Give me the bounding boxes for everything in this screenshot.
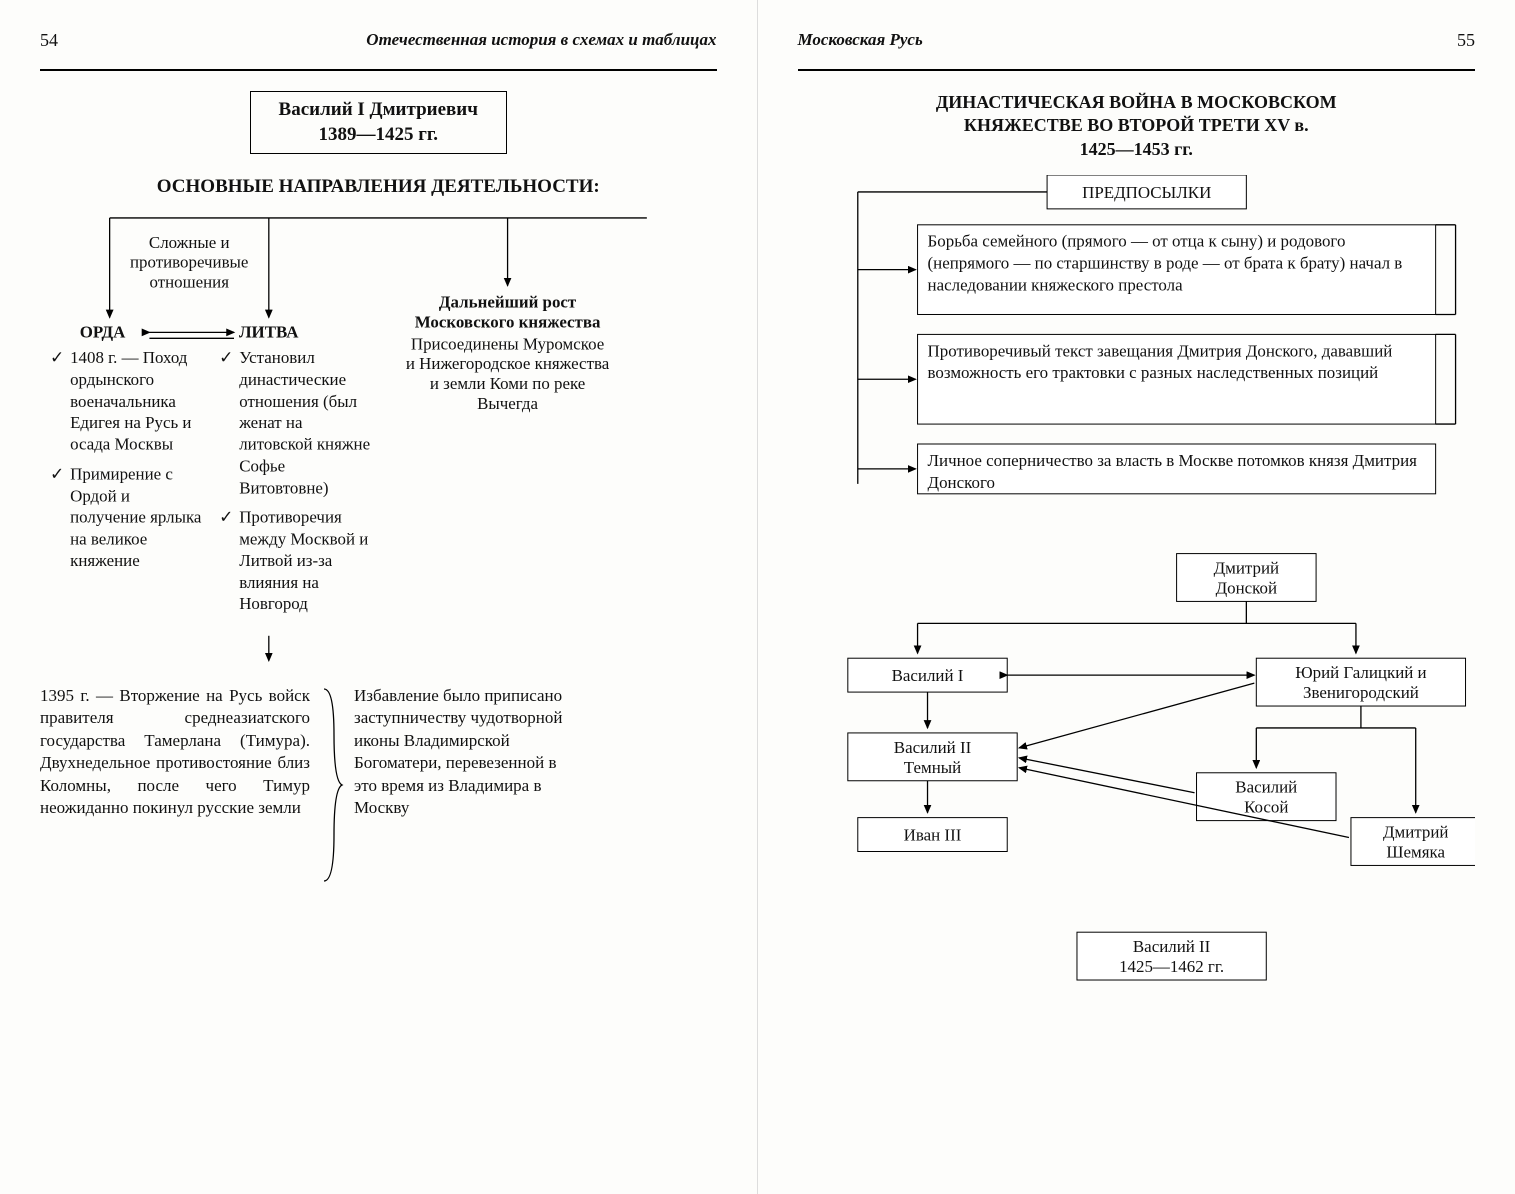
growth-h2: Московского княжества (415, 313, 601, 332)
header-right: Московская Русь 55 (798, 30, 1476, 51)
right-diagram: ПРЕДПОСЫЛКИ Борьба семейного (прямого — … (798, 175, 1476, 1052)
brace-right-text: Избавление было приписано заступничеству… (354, 685, 574, 885)
orda-column: ✓1408 г. — Поход ордынского военачальник… (50, 348, 209, 572)
prereq-item-1: Борьба семейного (прямого — от отца к сы… (927, 231, 1425, 296)
litva-item-1-text: Установил династические отношения (был ж… (239, 348, 378, 499)
relations-text-1: Сложные и (149, 233, 230, 252)
litva-column: ✓Установил династические отношения (был … (219, 348, 378, 616)
node-vk-l2: Косой (1244, 798, 1288, 817)
growth-h1: Дальнейший рост (439, 293, 577, 312)
prereq-item-2: Противоречивый текст завещания Дмитрия Д… (927, 341, 1425, 384)
growth-b2: и Нижегородское княжества (406, 355, 610, 374)
litva-item-2: ✓Противоречия между Москвой и Литвой из-… (219, 507, 378, 615)
check-icon: ✓ (50, 464, 64, 572)
title-line-1: Василий I Дмитриевич (279, 98, 478, 123)
check-icon: ✓ (219, 348, 233, 499)
litva-label: ЛИТВА (239, 323, 299, 342)
node-dm-donskoy-l1: Дмитрий (1213, 559, 1278, 578)
page-left: 54 Отечественная история в схемах и табл… (0, 0, 758, 1194)
right-title: ДИНАСТИЧЕСКАЯ ВОЙНА В МОСКОВСКОМ КНЯЖЕСТ… (798, 91, 1476, 161)
right-title-l3: 1425—1453 гг. (798, 138, 1476, 161)
running-head-left: Отечественная история в схемах и таблица… (366, 30, 716, 51)
growth-b4: Вычегда (477, 394, 538, 413)
node-vk-l1: Василий (1235, 778, 1297, 797)
left-diagram: Сложные и противоречивые отношения ОРДА … (40, 208, 717, 666)
node-yuri-l1: Юрий Галицкий и (1295, 663, 1426, 682)
page-number-right: 55 (1457, 30, 1475, 51)
relations-text-2: противоречивые (130, 253, 248, 272)
brace-icon (320, 685, 344, 885)
relations-text-3: отношения (149, 273, 229, 292)
prereq-item-3: Личное соперничество за власть в Москве … (927, 450, 1425, 493)
node-dm-donskoy-l2: Донской (1215, 579, 1276, 598)
section-heading: ОСНОВНЫЕ НАПРАВЛЕНИЯ ДЕЯТЕЛЬНОСТИ: (40, 176, 717, 198)
title-box: Василий I Дмитриевич 1389—1425 гг. (250, 91, 507, 154)
prereq-label: ПРЕДПОСЫЛКИ (1082, 183, 1211, 202)
right-title-l1: ДИНАСТИЧЕСКАЯ ВОЙНА В МОСКОВСКОМ (798, 91, 1476, 114)
node-vasiliy1: Василий I (891, 666, 963, 685)
orda-item-1: ✓1408 г. — Поход ордынского военачальник… (50, 348, 209, 456)
litva-item-1: ✓Установил династические отношения (был … (219, 348, 378, 499)
node-yuri-l2: Звенигородский (1302, 683, 1418, 702)
brace-row: 1395 г. — Вторжение на Русь войск правит… (40, 685, 717, 885)
check-icon: ✓ (50, 348, 64, 456)
node-v2-dates-l1: Василий II (1132, 937, 1210, 956)
header-left: 54 Отечественная история в схемах и табл… (40, 30, 717, 51)
litva-item-2-text: Противоречия между Москвой и Литвой из-з… (239, 507, 378, 615)
header-rule (40, 69, 717, 71)
orda-label: ОРДА (80, 323, 126, 342)
node-ds-l2: Шемяка (1386, 843, 1445, 862)
brace-left-text: 1395 г. — Вторжение на Русь войск правит… (40, 685, 310, 885)
page-right: Московская Русь 55 ДИНАСТИЧЕСКАЯ ВОЙНА В… (758, 0, 1515, 1194)
right-title-l2: КНЯЖЕСТВЕ ВО ВТОРОЙ ТРЕТИ XV в. (798, 114, 1476, 137)
growth-b3: и земли Коми по реке (430, 374, 585, 393)
check-icon: ✓ (219, 507, 233, 615)
node-vasiliy2-l1: Василий II (893, 738, 971, 757)
node-v2-dates-l2: 1425—1462 гг. (1119, 957, 1224, 976)
page-number-left: 54 (40, 30, 58, 51)
orda-item-2: ✓Примирение с Ордой и получение ярлыка н… (50, 464, 209, 572)
node-vasiliy2-l2: Темный (903, 758, 960, 777)
growth-b1: Присоединены Муромское (411, 335, 604, 354)
node-ds-l1: Дмитрий (1382, 823, 1447, 842)
title-line-2: 1389—1425 гг. (279, 123, 478, 148)
node-ivan3: Иван III (903, 826, 961, 845)
running-head-right: Московская Русь (798, 30, 923, 51)
orda-item-2-text: Примирение с Ордой и получение ярлыка на… (70, 464, 209, 572)
header-rule-right (798, 69, 1476, 71)
orda-item-1-text: 1408 г. — Поход ордынского военачальника… (70, 348, 209, 456)
